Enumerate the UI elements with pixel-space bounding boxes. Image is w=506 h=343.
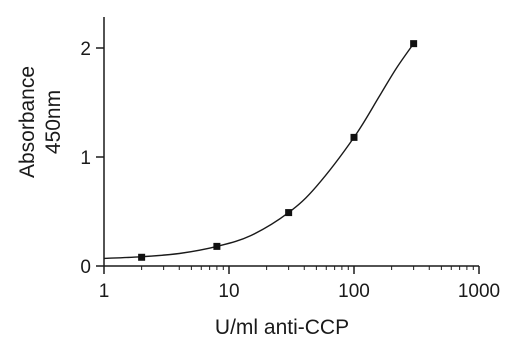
data-point — [213, 242, 221, 250]
y-tick-label: 1 — [80, 148, 91, 169]
y-axis-title-line-1: Absorbance — [16, 66, 39, 178]
x-tick-label: 1000 — [458, 281, 500, 302]
plot-area: 1 10 100 1000 012 — [80, 17, 500, 302]
data-points — [138, 40, 418, 261]
data-point — [285, 209, 293, 217]
data-point — [138, 253, 146, 261]
y-axis-ticks: 0 1 2 — [80, 39, 104, 278]
x-tick-label: 100 — [338, 281, 370, 302]
x-axis-ticks: 1 10 100 1000 — [99, 266, 500, 302]
x-axis-title: U/ml anti-CCP — [215, 316, 349, 339]
data-point — [350, 133, 358, 141]
data-point — [410, 40, 418, 48]
y-tick-label: 2 — [80, 39, 91, 60]
fit-curve — [103, 43, 415, 260]
y-axis-title-line-2: 450nm — [42, 90, 65, 154]
y-tick-label: 0 — [80, 257, 91, 278]
x-tick-label: 1 — [99, 281, 110, 302]
x-tick-label: 10 — [218, 281, 239, 302]
